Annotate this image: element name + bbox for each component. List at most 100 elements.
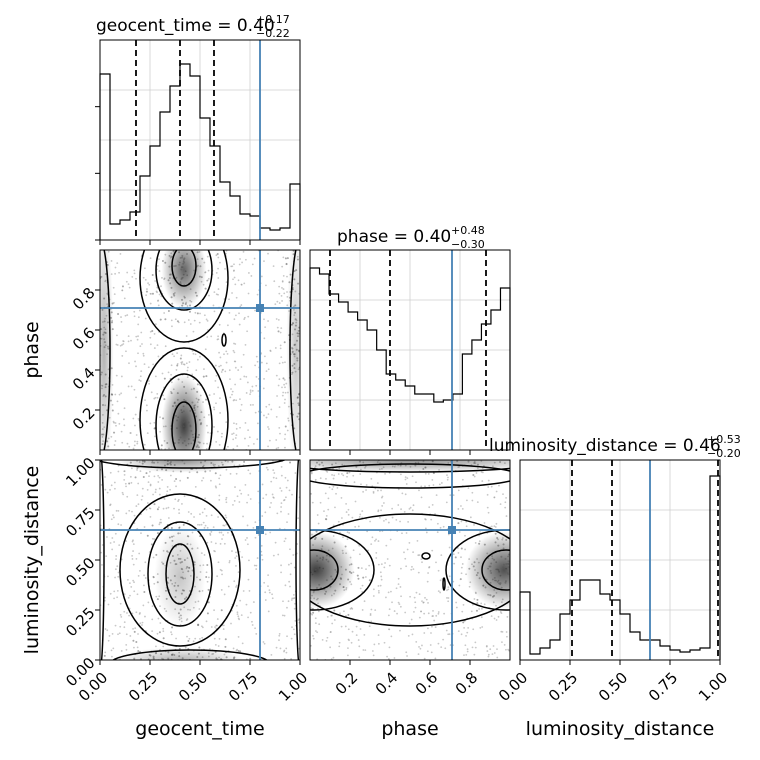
sample-point bbox=[136, 494, 139, 497]
sample-point bbox=[232, 349, 235, 352]
sample-point bbox=[266, 468, 269, 471]
sample-point bbox=[146, 288, 148, 290]
sample-point bbox=[425, 531, 428, 534]
sample-point bbox=[172, 250, 175, 253]
sample-point bbox=[290, 599, 293, 601]
sample-point bbox=[114, 624, 117, 627]
sample-point bbox=[440, 482, 443, 484]
sample-point bbox=[330, 575, 333, 578]
sample-point bbox=[156, 665, 158, 667]
sample-point bbox=[294, 328, 297, 331]
sample-point bbox=[196, 444, 199, 447]
sample-point bbox=[534, 593, 536, 595]
sample-point bbox=[338, 641, 341, 644]
sample-point bbox=[225, 516, 228, 519]
sample-point bbox=[398, 603, 401, 605]
sample-point bbox=[137, 323, 140, 326]
sample-point bbox=[133, 269, 136, 272]
sample-point bbox=[344, 452, 346, 454]
sample-point bbox=[385, 544, 388, 547]
sample-point bbox=[127, 283, 130, 286]
sample-point bbox=[363, 600, 366, 603]
sample-point bbox=[363, 633, 366, 636]
sample-point bbox=[478, 542, 481, 545]
sample-point bbox=[231, 460, 234, 463]
sample-point bbox=[280, 571, 282, 574]
sample-point bbox=[104, 488, 107, 491]
sample-point bbox=[128, 607, 131, 610]
sample-point bbox=[526, 574, 528, 576]
sample-point bbox=[248, 436, 251, 439]
sample-point bbox=[426, 650, 429, 653]
sample-point bbox=[112, 516, 115, 519]
sample-point bbox=[378, 516, 381, 519]
sample-point bbox=[422, 467, 425, 470]
sample-point bbox=[225, 468, 228, 471]
sample-point bbox=[370, 477, 373, 480]
sample-point bbox=[214, 643, 217, 646]
sample-point bbox=[196, 383, 199, 386]
sample-point bbox=[119, 625, 122, 628]
sample-point bbox=[217, 561, 220, 564]
sample-point bbox=[106, 217, 108, 219]
sample-point bbox=[157, 300, 159, 302]
sample-point bbox=[183, 321, 186, 324]
sample-point bbox=[183, 452, 185, 454]
sample-point bbox=[215, 624, 218, 627]
sample-point bbox=[277, 384, 280, 387]
sample-point bbox=[283, 379, 286, 381]
sample-point bbox=[337, 520, 340, 523]
sample-point bbox=[265, 416, 268, 419]
sample-point bbox=[220, 609, 223, 612]
sample-point bbox=[418, 646, 420, 648]
sample-point bbox=[416, 539, 419, 542]
sample-point bbox=[414, 601, 417, 604]
histogram-geocent-time bbox=[99, 40, 301, 241]
sample-point bbox=[174, 498, 177, 501]
sample-point bbox=[415, 640, 418, 643]
sample-point bbox=[176, 236, 178, 238]
sample-point bbox=[153, 461, 156, 464]
sample-point bbox=[203, 526, 206, 529]
sample-point bbox=[347, 513, 350, 516]
sample-point bbox=[261, 483, 264, 486]
sample-point bbox=[448, 575, 451, 578]
sample-point bbox=[494, 532, 497, 535]
sample-point bbox=[153, 397, 156, 400]
sample-point bbox=[154, 491, 157, 494]
sample-point bbox=[172, 293, 175, 296]
sample-point bbox=[412, 551, 415, 554]
sample-point bbox=[236, 613, 239, 616]
sample-point bbox=[100, 484, 103, 486]
sample-point bbox=[355, 625, 358, 628]
sample-point bbox=[270, 480, 273, 483]
sample-point bbox=[113, 487, 116, 490]
sample-point bbox=[193, 269, 196, 272]
sample-point bbox=[460, 566, 463, 569]
sample-point bbox=[426, 456, 428, 458]
sample-point bbox=[198, 418, 201, 421]
sample-point bbox=[428, 566, 431, 568]
sample-point bbox=[232, 647, 235, 650]
sample-point bbox=[148, 475, 150, 478]
sample-point bbox=[587, 465, 589, 467]
sample-point bbox=[357, 525, 360, 528]
sample-point bbox=[405, 651, 408, 654]
sample-point bbox=[265, 362, 268, 365]
sample-point bbox=[457, 552, 460, 554]
sample-point bbox=[153, 333, 156, 335]
sample-point bbox=[180, 592, 183, 595]
sample-point bbox=[222, 534, 225, 536]
sample-point bbox=[215, 402, 217, 405]
sample-point bbox=[460, 556, 462, 559]
sample-point bbox=[316, 514, 319, 516]
sample-point bbox=[115, 187, 117, 189]
sample-point bbox=[360, 483, 362, 486]
sample-point bbox=[347, 628, 350, 631]
sample-point bbox=[134, 627, 137, 630]
sample-point bbox=[387, 591, 390, 594]
sample-point bbox=[174, 318, 177, 321]
sample-point bbox=[431, 460, 434, 463]
sample-point bbox=[150, 292, 152, 295]
sample-point bbox=[321, 638, 324, 641]
